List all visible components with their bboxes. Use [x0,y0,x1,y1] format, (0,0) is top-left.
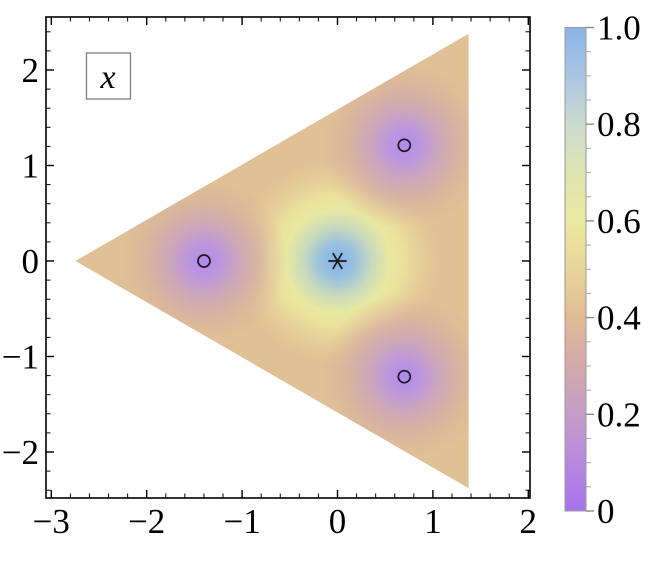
annotation-box [85,52,132,100]
minimum-blob-top-right [320,61,469,230]
x-tick-label: −1 [223,502,260,541]
circle-marker-bottom-right [397,369,412,384]
colorbar [564,27,587,512]
colorbar-tick-label: 0.6 [597,202,641,241]
y-tick-label: 2 [22,51,40,90]
minimum-blob-left [120,177,288,345]
density-field [75,33,469,489]
markers [197,138,412,384]
colorbar-tick-label: 1.0 [597,9,641,48]
y-tick-label: −2 [2,433,39,472]
colorbar-tick-label: 0.2 [597,395,641,434]
colorbar-tick-label: 0.4 [597,299,641,338]
x-tick-label: −2 [128,502,165,541]
minimum-blob-bottom-right [320,292,469,461]
x-tick-label: 0 [329,502,347,541]
y-tick-label: −1 [2,338,39,377]
circle-marker-top-right [397,138,412,153]
x-tick-label: 1 [424,502,442,541]
plot-frame [45,16,531,499]
y-tick-label: 0 [22,242,40,281]
colorbar-tick-label: 0 [597,492,615,531]
x-tick-label: −3 [33,502,70,541]
annotation-label: x [99,59,115,96]
x-tick-label: 2 [520,502,538,541]
colorbar-tick-label: 0.8 [597,105,641,144]
circle-marker-left [197,254,211,268]
colorbar-ticks: 1.0 0.8 0.6 0.4 0.2 0 [586,9,641,531]
asterisk-marker [328,252,347,270]
axis-ticks: −3 −2 −1 0 1 2 2 1 0 −1 −2 [2,17,537,541]
y-tick-label: 1 [22,147,40,186]
